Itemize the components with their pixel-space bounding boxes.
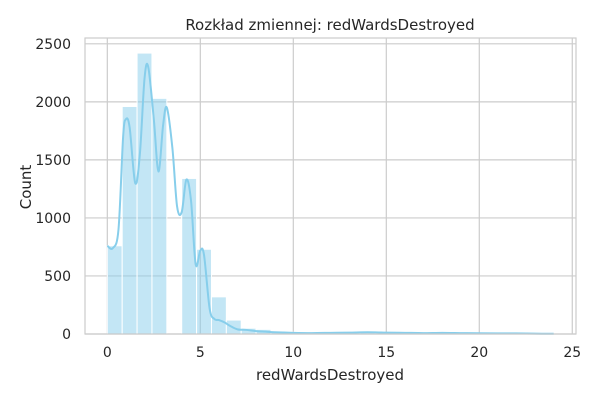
x-tick-label: 5 xyxy=(196,345,205,361)
y-tick-label: 0 xyxy=(62,327,71,343)
x-tick-label: 25 xyxy=(563,345,581,361)
chart-title: Rozkład zmiennej: redWardsDestroyed xyxy=(185,16,474,34)
y-tick-label: 2000 xyxy=(35,95,71,111)
x-tick-label: 15 xyxy=(377,345,395,361)
y-tick-label: 1000 xyxy=(35,211,71,227)
y-axis-title: Count xyxy=(17,165,35,210)
y-tick-label: 1500 xyxy=(35,153,71,169)
histogram-bar xyxy=(121,105,138,335)
y-tick-label: 2500 xyxy=(35,37,71,53)
plot-area: 0 5 10 15 20 25 0 500 1000 1500 2000 2500 xyxy=(35,37,581,361)
x-tick-label: 10 xyxy=(284,345,302,361)
histogram-bar xyxy=(136,52,153,335)
histogram-bar xyxy=(210,296,227,335)
y-tick-label: 500 xyxy=(44,269,71,285)
x-tick-label: 0 xyxy=(103,345,112,361)
plot-frame xyxy=(84,37,577,335)
kde-curve xyxy=(106,62,554,335)
x-axis-title: redWardsDestroyed xyxy=(256,366,404,384)
histogram-bar xyxy=(106,245,123,335)
x-tick-label: 20 xyxy=(470,345,488,361)
